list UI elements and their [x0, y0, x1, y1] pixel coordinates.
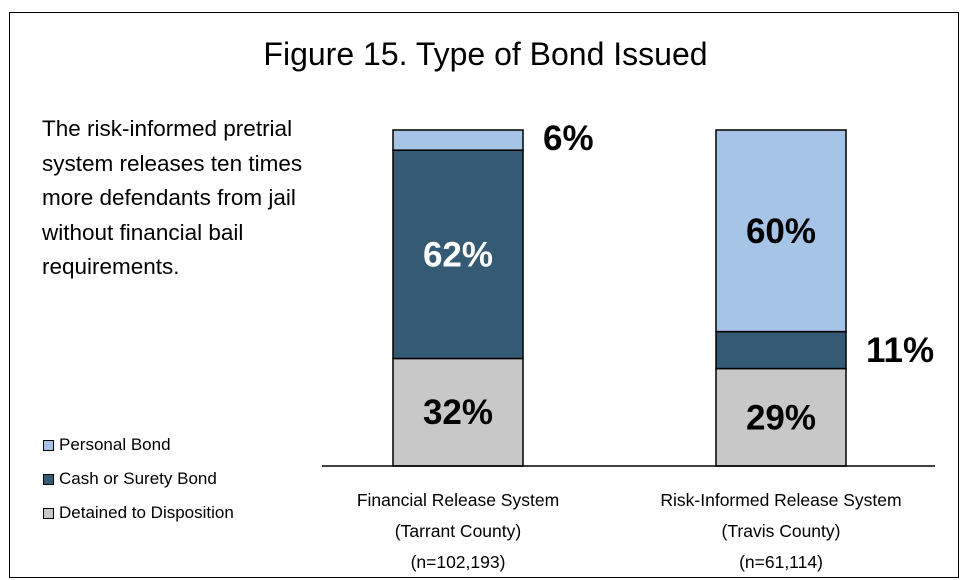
legend-item-detained-to-disposition: Detained to Disposition	[43, 496, 234, 530]
data-label-financial-release-personal-bond: 6%	[543, 119, 594, 158]
bar-financial-release-detained-to-disposition	[392, 357, 524, 467]
bar-risk-informed-release-detained-to-disposition	[715, 367, 847, 467]
category-label-financial-release-line3: (n=102,193)	[411, 552, 506, 572]
category-label-risk-informed-release-line2: (Travis County)	[722, 521, 841, 541]
legend-swatch-detained-to-disposition	[43, 507, 54, 519]
category-label-risk-informed-release-line3: (n=61,114)	[739, 552, 823, 572]
legend-label-personal-bond: Personal Bond	[59, 435, 171, 454]
data-label-risk-informed-release-detained-to-disposition: 29%	[746, 398, 816, 437]
category-label-financial-release-line2: (Tarrant County)	[395, 521, 521, 541]
data-label-risk-informed-release-cash-or-surety-bond: 11%	[866, 331, 934, 370]
category-label-risk-informed-release-line1: Risk-Informed Release System	[660, 490, 901, 510]
chart-description: The risk-informed pretrial system releas…	[42, 116, 303, 279]
legend-item-personal-bond: Personal Bond	[43, 428, 234, 462]
legend-swatch-personal-bond	[43, 439, 54, 451]
legend: Personal Bond Cash or Surety Bond Detain…	[43, 428, 234, 530]
chart-title: Figure 15. Type of Bond Issued	[263, 36, 708, 72]
data-label-risk-informed-release-personal-bond: 60%	[746, 212, 816, 251]
chart-frame	[9, 12, 959, 578]
legend-item-cash-or-surety-bond: Cash or Surety Bond	[43, 462, 234, 496]
bar-financial-release-personal-bond	[392, 129, 524, 151]
category-label-financial-release-line1: Financial Release System	[357, 490, 559, 510]
bar-risk-informed-release-personal-bond	[715, 129, 847, 333]
data-label-financial-release-detained-to-disposition: 32%	[423, 393, 493, 432]
data-label-financial-release-cash-or-surety-bond: 62%	[423, 235, 493, 274]
legend-label-detained-to-disposition: Detained to Disposition	[59, 503, 234, 522]
legend-label-cash-or-surety-bond: Cash or Surety Bond	[59, 469, 217, 488]
legend-swatch-cash-or-surety-bond	[43, 473, 54, 485]
bar-risk-informed-release-cash-or-surety-bond	[715, 330, 847, 370]
